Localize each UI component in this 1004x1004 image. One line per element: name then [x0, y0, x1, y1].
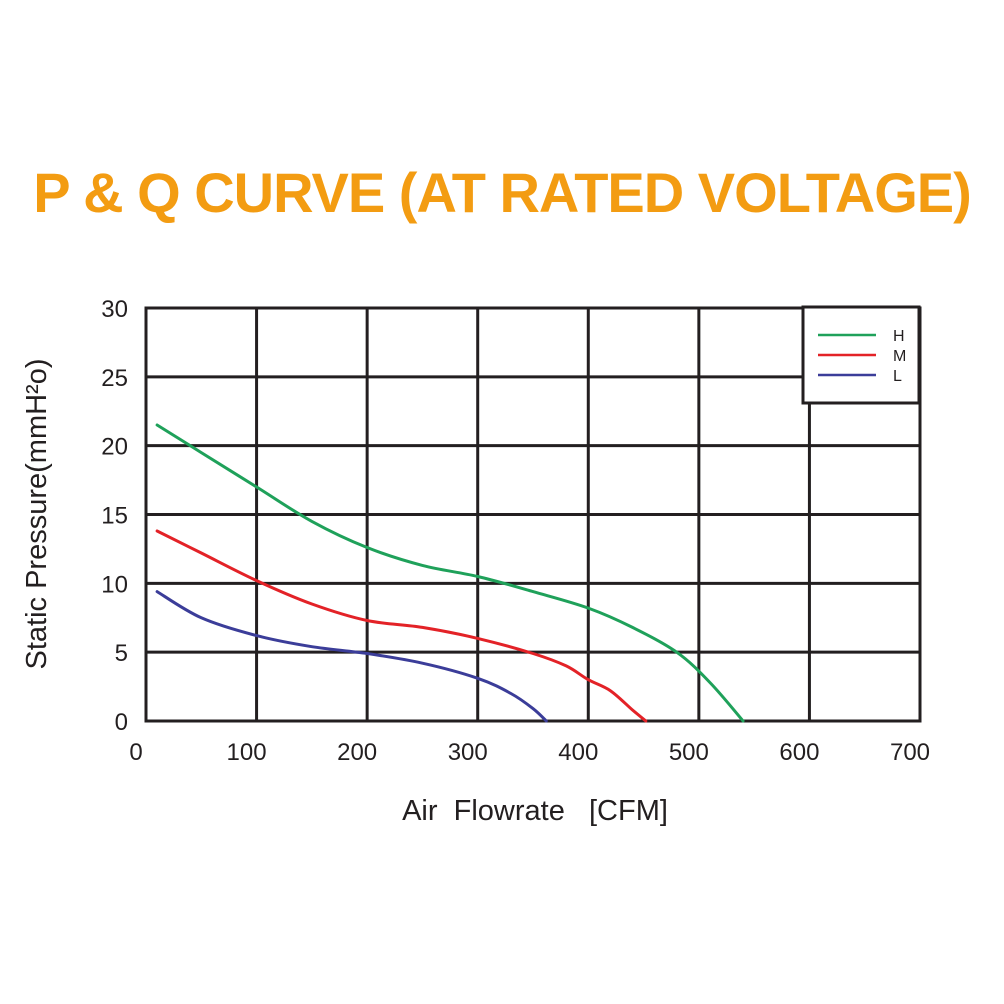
x-tick-label-700: 700 — [890, 739, 930, 766]
y-tick-label-5: 5 — [115, 640, 128, 667]
series-line-M — [155, 529, 648, 723]
y-tick-label-0: 0 — [115, 709, 128, 736]
legend-label-L: L — [893, 368, 902, 385]
x-tick-label-100: 100 — [227, 739, 267, 766]
y-tick-label-10: 10 — [101, 571, 128, 598]
y-tick-label-15: 15 — [101, 503, 128, 530]
y-tick-label-30: 30 — [101, 296, 128, 323]
x-axis-label: Air Flowrate [CFM] — [402, 795, 668, 827]
chart-title: P & Q CURVE (AT RATED VOLTAGE) — [33, 161, 972, 224]
y-tick-label-25: 25 — [101, 365, 128, 392]
x-tick-label-200: 200 — [337, 739, 377, 766]
series — [155, 423, 745, 723]
x-tick-label-0: 0 — [129, 739, 142, 766]
y-tick-label-20: 20 — [101, 434, 128, 461]
y-axis-label: Static Pressure(mmH²o) — [21, 359, 53, 670]
x-tick-label-400: 400 — [558, 739, 598, 766]
x-tick-label-300: 300 — [448, 739, 488, 766]
series-line-L — [155, 590, 548, 723]
y-axis-ticks: 0 5 10 15 20 25 30 — [101, 296, 128, 736]
legend-label-M: M — [893, 348, 906, 365]
x-tick-label-500: 500 — [669, 739, 709, 766]
legend: HML — [801, 305, 921, 405]
x-tick-label-600: 600 — [779, 739, 819, 766]
series-line-H — [155, 423, 745, 723]
plot-frame — [144, 306, 922, 723]
x-axis-ticks: 0 100 200 300 400 500 600 700 — [129, 739, 930, 766]
legend-label-H: H — [893, 328, 905, 345]
